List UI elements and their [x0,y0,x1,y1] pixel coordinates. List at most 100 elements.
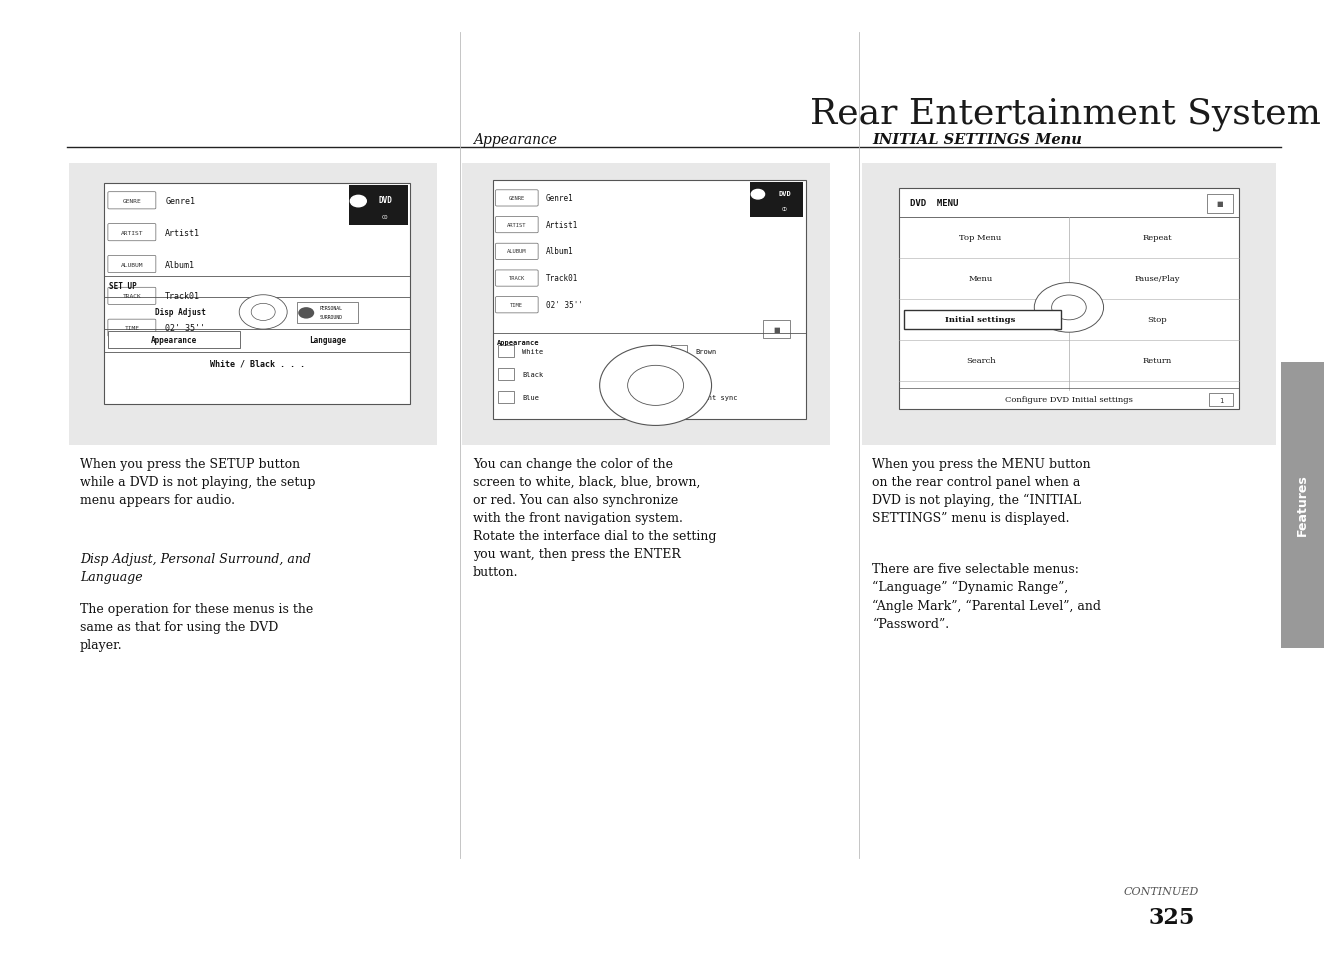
Text: 02' 35'': 02' 35'' [546,300,583,310]
Text: SURROUND: SURROUND [320,314,342,320]
FancyBboxPatch shape [496,297,538,314]
FancyBboxPatch shape [108,256,156,274]
Text: Rear Entertainment System: Rear Entertainment System [810,97,1321,132]
Circle shape [1052,295,1087,320]
FancyBboxPatch shape [108,320,156,337]
Text: Return: Return [1143,356,1172,365]
Text: Album1: Album1 [165,260,196,270]
Text: You can change the color of the
screen to white, black, blue, brown,
or red. You: You can change the color of the screen t… [473,457,717,578]
Text: Genre1: Genre1 [165,196,196,206]
Text: 325: 325 [1150,905,1195,928]
Text: CD: CD [382,214,389,219]
Circle shape [252,304,276,321]
FancyBboxPatch shape [496,217,538,233]
Text: DVD: DVD [778,191,791,197]
Circle shape [298,308,314,319]
Text: TIME: TIME [124,326,140,331]
FancyBboxPatch shape [108,193,156,210]
FancyBboxPatch shape [493,181,806,419]
Text: Repeat: Repeat [1143,233,1172,242]
Circle shape [751,191,765,200]
Text: Top Menu: Top Menu [959,233,1002,242]
Text: TIME: TIME [510,302,523,308]
FancyBboxPatch shape [750,183,803,217]
FancyBboxPatch shape [462,164,830,446]
Circle shape [1034,283,1104,333]
Text: When you press the MENU button
on the rear control panel when a
DVD is not playi: When you press the MENU button on the re… [872,457,1091,525]
Text: Configure DVD Initial settings: Configure DVD Initial settings [1004,395,1134,403]
Text: DVD: DVD [378,195,392,204]
Text: White: White [522,349,543,355]
Text: Front sync: Front sync [695,395,738,400]
Text: Track01: Track01 [165,292,200,301]
Text: CONTINUED: CONTINUED [1124,886,1199,896]
FancyBboxPatch shape [862,164,1276,446]
Text: When you press the SETUP button
while a DVD is not playing, the setup
menu appea: When you press the SETUP button while a … [80,457,316,506]
FancyBboxPatch shape [498,392,514,403]
Text: Initial settings: Initial settings [950,315,1011,324]
FancyBboxPatch shape [498,346,514,357]
Text: Search: Search [966,356,995,365]
Text: INITIAL SETTINGS Menu: INITIAL SETTINGS Menu [872,132,1083,147]
Circle shape [240,295,288,330]
Text: PERSONAL: PERSONAL [320,305,342,311]
Text: Initial settings: Initial settings [946,315,1016,324]
FancyBboxPatch shape [297,303,358,324]
Text: Red: Red [695,372,709,377]
Circle shape [599,346,711,426]
FancyBboxPatch shape [1209,394,1233,407]
Text: Features: Features [1296,475,1309,536]
FancyBboxPatch shape [496,244,538,260]
Text: Artist1: Artist1 [546,220,578,230]
FancyBboxPatch shape [496,191,538,207]
Text: SET UP: SET UP [109,281,137,291]
FancyBboxPatch shape [899,189,1239,410]
Text: White / Black . . .: White / Black . . . [209,359,305,369]
Text: ■: ■ [774,327,779,333]
FancyBboxPatch shape [69,164,437,446]
FancyBboxPatch shape [108,224,156,241]
Text: The operation for these menus is the
same as that for using the DVD
player.: The operation for these menus is the sam… [80,602,313,651]
Text: Appearance: Appearance [497,340,539,346]
FancyBboxPatch shape [349,186,408,226]
FancyBboxPatch shape [1207,194,1233,213]
Text: DVD  MENU: DVD MENU [910,198,958,208]
FancyBboxPatch shape [671,392,687,403]
FancyBboxPatch shape [671,369,687,380]
Text: ■: ■ [1217,201,1223,207]
Text: Stop: Stop [1147,315,1167,324]
Text: Blue: Blue [522,395,539,400]
Text: Menu: Menu [968,274,992,283]
FancyBboxPatch shape [671,346,687,357]
Text: GENRE: GENRE [509,195,525,201]
Text: 1: 1 [1219,397,1224,403]
Text: GENRE: GENRE [123,198,141,204]
Text: CD: CD [782,207,787,213]
FancyBboxPatch shape [1281,362,1324,648]
Text: Disp Adjust: Disp Adjust [155,308,206,317]
Text: Genre1: Genre1 [546,193,574,203]
Text: Pause/Play: Pause/Play [1135,274,1180,283]
Text: Album1: Album1 [546,247,574,256]
Text: ARTIST: ARTIST [121,231,143,235]
Text: Black: Black [522,372,543,377]
FancyBboxPatch shape [496,271,538,287]
Text: ALUBUM: ALUBUM [507,249,526,254]
Circle shape [627,366,683,406]
Circle shape [350,196,366,208]
Text: ALUBUM: ALUBUM [121,262,143,267]
Text: Appearance: Appearance [151,335,197,345]
Text: ARTIST: ARTIST [507,222,526,228]
FancyBboxPatch shape [904,310,1060,329]
Text: Brown: Brown [695,349,717,355]
Text: Disp Adjust, Personal Surround, and
Language: Disp Adjust, Personal Surround, and Lang… [80,553,310,583]
Text: TRACK: TRACK [123,294,141,299]
Text: There are five selectable menus:
“Language” “Dynamic Range”,
“Angle Mark”, “Pare: There are five selectable menus: “Langua… [872,562,1102,630]
Text: 02' 35'': 02' 35'' [165,324,205,333]
FancyBboxPatch shape [498,369,514,380]
Text: Track01: Track01 [546,274,578,283]
Text: Artist1: Artist1 [165,229,200,237]
FancyBboxPatch shape [104,184,410,405]
Text: TRACK: TRACK [509,275,525,281]
Text: Appearance: Appearance [473,132,557,147]
